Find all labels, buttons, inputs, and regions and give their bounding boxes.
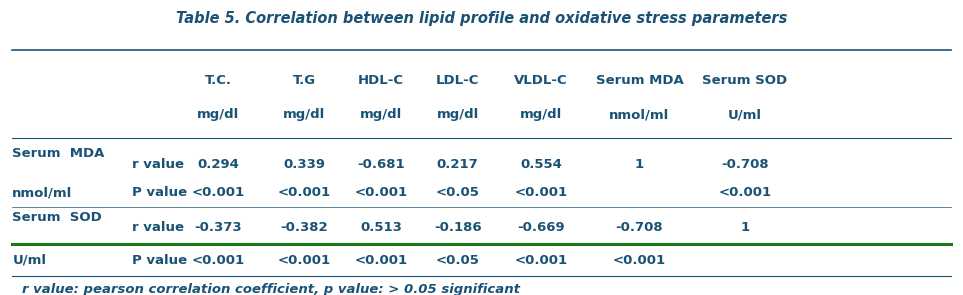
Text: mg/dl: mg/dl xyxy=(197,108,240,121)
Text: <0.001: <0.001 xyxy=(354,254,407,267)
Text: -0.708: -0.708 xyxy=(615,221,664,234)
Text: U/ml: U/ml xyxy=(13,254,46,267)
Text: Table 5. Correlation between lipid profile and oxidative stress parameters: Table 5. Correlation between lipid profi… xyxy=(176,11,787,26)
Text: <0.001: <0.001 xyxy=(354,186,407,199)
Text: LDL-C: LDL-C xyxy=(436,74,480,87)
Text: -0.373: -0.373 xyxy=(195,221,242,234)
Text: T.C.: T.C. xyxy=(205,74,232,87)
Text: mg/dl: mg/dl xyxy=(436,108,479,121)
Text: <0.001: <0.001 xyxy=(277,254,331,267)
Text: <0.001: <0.001 xyxy=(192,186,245,199)
Text: -0.186: -0.186 xyxy=(433,221,482,234)
Text: 0.554: 0.554 xyxy=(520,158,561,171)
Text: -0.382: -0.382 xyxy=(280,221,328,234)
Text: T.G: T.G xyxy=(293,74,316,87)
Text: VLDL-C: VLDL-C xyxy=(514,74,567,87)
Text: 1: 1 xyxy=(741,221,749,234)
Text: r value: r value xyxy=(132,221,184,234)
Text: nmol/ml: nmol/ml xyxy=(13,186,72,199)
Text: 0.339: 0.339 xyxy=(283,158,325,171)
Text: P value: P value xyxy=(132,254,187,267)
Text: <0.05: <0.05 xyxy=(435,186,480,199)
Text: P value: P value xyxy=(132,186,187,199)
Text: <0.001: <0.001 xyxy=(514,254,567,267)
Text: mg/dl: mg/dl xyxy=(360,108,403,121)
Text: 0.513: 0.513 xyxy=(360,221,402,234)
Text: -0.708: -0.708 xyxy=(721,158,768,171)
Text: 0.217: 0.217 xyxy=(436,158,479,171)
Text: r value: r value xyxy=(132,158,184,171)
Text: 1: 1 xyxy=(635,158,644,171)
Text: Serum  MDA: Serum MDA xyxy=(13,147,105,160)
Text: r value: pearson correlation coefficient, p value: > 0.05 significant: r value: pearson correlation coefficient… xyxy=(22,283,520,295)
Text: <0.001: <0.001 xyxy=(718,186,771,199)
Text: Serum  SOD: Serum SOD xyxy=(13,211,102,224)
Text: Serum MDA: Serum MDA xyxy=(595,74,684,87)
Text: -0.681: -0.681 xyxy=(357,158,404,171)
Text: HDL-C: HDL-C xyxy=(358,74,403,87)
Text: -0.669: -0.669 xyxy=(517,221,564,234)
Text: <0.001: <0.001 xyxy=(192,254,245,267)
Text: <0.05: <0.05 xyxy=(435,254,480,267)
Text: <0.001: <0.001 xyxy=(612,254,666,267)
Text: 0.294: 0.294 xyxy=(197,158,239,171)
Text: mg/dl: mg/dl xyxy=(283,108,325,121)
Text: U/ml: U/ml xyxy=(728,108,762,121)
Text: Serum SOD: Serum SOD xyxy=(702,74,788,87)
Text: mg/dl: mg/dl xyxy=(520,108,562,121)
Text: nmol/ml: nmol/ml xyxy=(610,108,669,121)
Text: <0.001: <0.001 xyxy=(514,186,567,199)
Text: <0.001: <0.001 xyxy=(277,186,331,199)
